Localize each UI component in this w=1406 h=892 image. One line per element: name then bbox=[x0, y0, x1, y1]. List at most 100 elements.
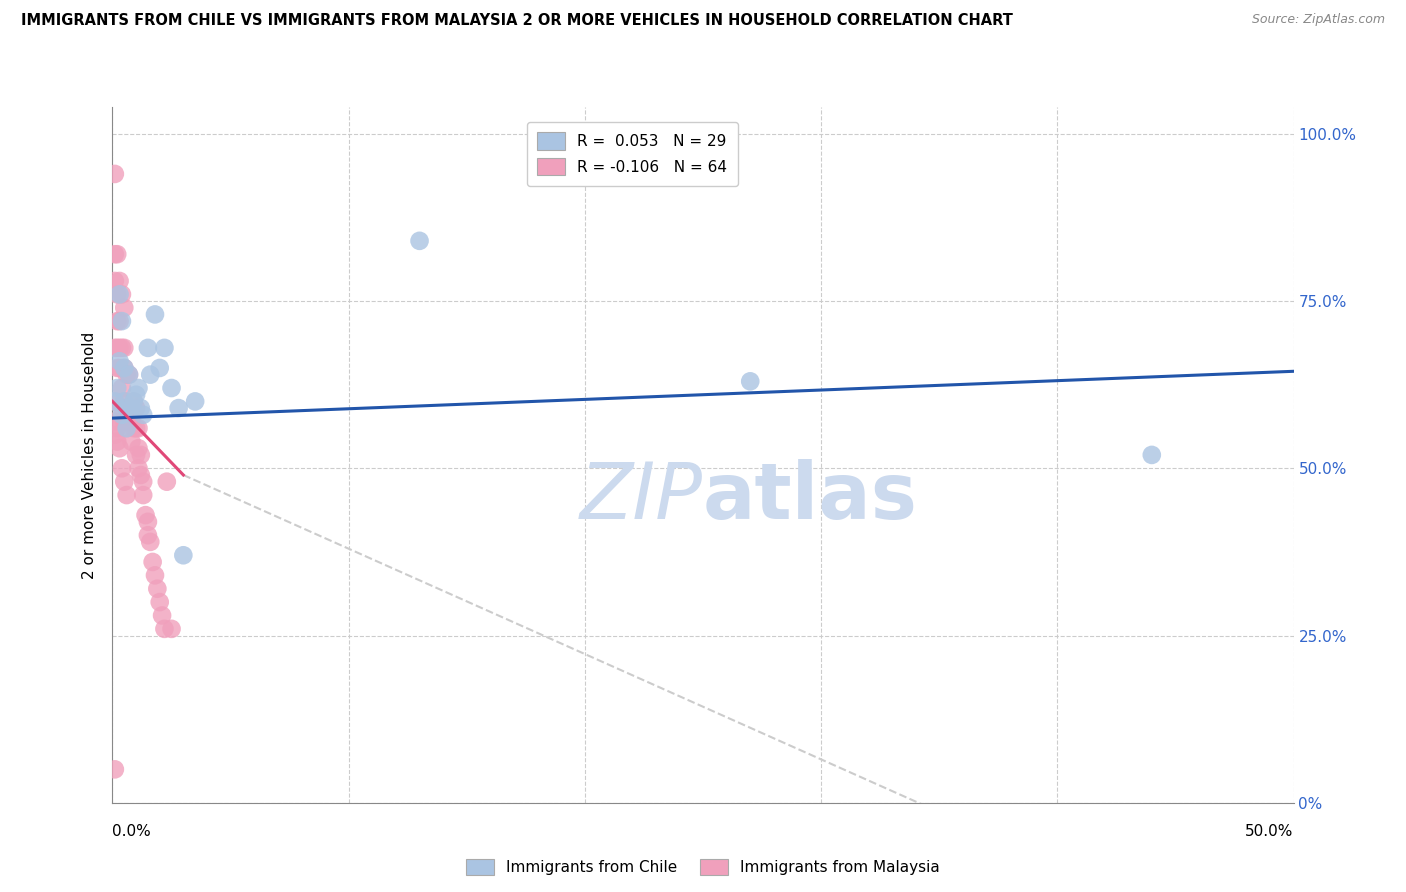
Point bbox=[112, 394, 135, 409]
Point bbox=[111, 381, 134, 395]
Point bbox=[104, 247, 127, 261]
Point bbox=[125, 421, 148, 435]
Point bbox=[156, 475, 179, 489]
Point bbox=[1140, 448, 1163, 462]
Point bbox=[740, 375, 762, 389]
Point bbox=[108, 314, 131, 328]
Point bbox=[139, 535, 162, 549]
Point bbox=[408, 234, 430, 248]
Point bbox=[105, 287, 128, 301]
Text: 50.0%: 50.0% bbox=[1246, 823, 1294, 838]
Point bbox=[112, 361, 135, 376]
Point bbox=[149, 361, 172, 376]
Text: Source: ZipAtlas.com: Source: ZipAtlas.com bbox=[1251, 13, 1385, 27]
Text: ZIP: ZIP bbox=[581, 458, 703, 534]
Point bbox=[146, 582, 169, 596]
Point bbox=[104, 394, 127, 409]
Point bbox=[149, 595, 172, 609]
Point bbox=[108, 341, 131, 355]
Point bbox=[108, 354, 131, 368]
Point bbox=[125, 388, 148, 402]
Point bbox=[111, 287, 134, 301]
Point bbox=[112, 361, 135, 376]
Point bbox=[136, 341, 159, 355]
Point bbox=[132, 488, 155, 502]
Point bbox=[160, 381, 183, 395]
Point bbox=[111, 461, 134, 475]
Point bbox=[153, 341, 176, 355]
Point bbox=[118, 401, 141, 416]
Text: atlas: atlas bbox=[703, 458, 918, 534]
Point bbox=[118, 368, 141, 382]
Point bbox=[127, 461, 149, 475]
Point bbox=[122, 394, 145, 409]
Point bbox=[136, 528, 159, 542]
Point bbox=[112, 341, 135, 355]
Point bbox=[172, 548, 194, 563]
Point bbox=[105, 421, 128, 435]
Point bbox=[120, 434, 142, 449]
Point bbox=[129, 448, 152, 462]
Point bbox=[104, 167, 127, 181]
Point bbox=[108, 361, 131, 376]
Point bbox=[105, 434, 128, 449]
Point bbox=[105, 341, 128, 355]
Point bbox=[115, 401, 138, 416]
Point bbox=[127, 421, 149, 435]
Point bbox=[125, 448, 148, 462]
Point bbox=[127, 442, 149, 456]
Point bbox=[143, 568, 166, 582]
Point bbox=[184, 394, 207, 409]
Point bbox=[111, 341, 134, 355]
Point bbox=[143, 307, 166, 322]
Point bbox=[104, 394, 127, 409]
Point bbox=[112, 475, 135, 489]
Point bbox=[125, 401, 148, 416]
Point bbox=[115, 368, 138, 382]
Point bbox=[115, 488, 138, 502]
Point bbox=[115, 421, 138, 435]
Point bbox=[108, 442, 131, 456]
Point bbox=[122, 421, 145, 435]
Point bbox=[120, 415, 142, 429]
Point bbox=[112, 415, 135, 429]
Point bbox=[139, 368, 162, 382]
Point bbox=[108, 274, 131, 288]
Text: 0.0%: 0.0% bbox=[112, 823, 152, 838]
Point bbox=[132, 475, 155, 489]
Point bbox=[104, 428, 127, 442]
Point bbox=[122, 394, 145, 409]
Point bbox=[111, 408, 134, 422]
Point bbox=[108, 287, 131, 301]
Point bbox=[132, 408, 155, 422]
Point bbox=[129, 468, 152, 483]
Point bbox=[115, 401, 138, 416]
Point bbox=[129, 401, 152, 416]
Point bbox=[167, 401, 190, 416]
Point bbox=[150, 608, 173, 623]
Y-axis label: 2 or more Vehicles in Household: 2 or more Vehicles in Household bbox=[82, 331, 97, 579]
Point bbox=[112, 394, 135, 409]
Legend: Immigrants from Chile, Immigrants from Malaysia: Immigrants from Chile, Immigrants from M… bbox=[461, 855, 945, 880]
Point bbox=[142, 555, 165, 569]
Text: IMMIGRANTS FROM CHILE VS IMMIGRANTS FROM MALAYSIA 2 OR MORE VEHICLES IN HOUSEHOL: IMMIGRANTS FROM CHILE VS IMMIGRANTS FROM… bbox=[21, 13, 1012, 29]
Point bbox=[105, 381, 128, 395]
Point bbox=[112, 301, 135, 315]
Point bbox=[105, 361, 128, 376]
Point bbox=[136, 515, 159, 529]
Point bbox=[105, 314, 128, 328]
Point bbox=[104, 341, 127, 355]
Point bbox=[118, 368, 141, 382]
Point bbox=[104, 274, 127, 288]
Point bbox=[104, 762, 127, 776]
Point bbox=[160, 622, 183, 636]
Point bbox=[153, 622, 176, 636]
Point bbox=[105, 247, 128, 261]
Point bbox=[120, 401, 142, 416]
Point bbox=[111, 314, 134, 328]
Point bbox=[111, 401, 134, 416]
Point bbox=[115, 421, 138, 435]
Point bbox=[127, 381, 149, 395]
Legend: R =  0.053   N = 29, R = -0.106   N = 64: R = 0.053 N = 29, R = -0.106 N = 64 bbox=[527, 121, 738, 186]
Point bbox=[118, 415, 141, 429]
